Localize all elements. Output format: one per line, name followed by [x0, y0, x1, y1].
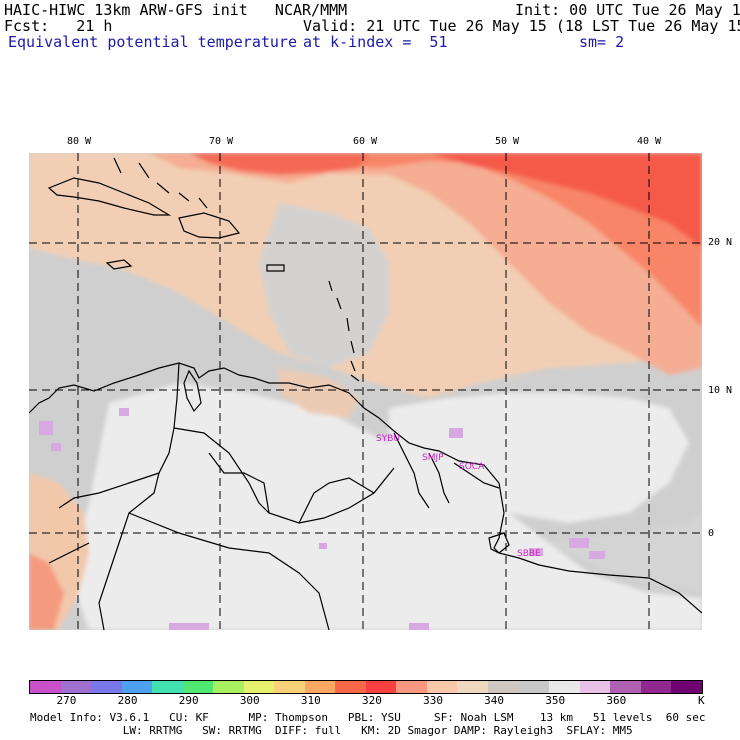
colorbar-swatch	[549, 681, 580, 693]
field-red	[429, 153, 702, 248]
colorbar-tick-label: 300	[239, 694, 260, 707]
model-info-line2: LW: RRTMG SW: RRTMG DIFF: full KM: 2D Sm…	[30, 724, 633, 737]
colorbar-swatch	[671, 681, 702, 693]
lat-label-10n: 10 N	[708, 385, 733, 396]
theta-e-map: SYBU SMJP SOCA SBBE	[29, 153, 702, 630]
colorbar-swatch	[457, 681, 488, 693]
field-orange	[189, 153, 702, 328]
field-orange-pacific	[29, 553, 64, 630]
colorbar-swatch	[365, 681, 397, 693]
colorbar-unit: K	[698, 694, 705, 707]
colorbar-tick-label: 290	[178, 694, 199, 707]
colorbar-swatch	[213, 681, 244, 693]
station-label: SOCA	[459, 462, 485, 472]
field-gray-west	[29, 248, 269, 388]
colorbar-tick-label: 310	[300, 694, 321, 707]
colorbar-tick-label: 280	[117, 694, 138, 707]
colorbar-swatch	[243, 681, 275, 693]
colorbar-swatch	[182, 681, 214, 693]
colorbar-tick-label: 270	[56, 694, 77, 707]
lon-label-50w: 50 W	[495, 136, 520, 147]
lon-label-80w: 80 W	[67, 136, 92, 147]
colorbar-swatch	[518, 681, 550, 693]
colorbar-swatch	[274, 681, 305, 693]
valid-time: Valid: 21 UTC Tue 26 May 15 (18 LST Tue …	[303, 17, 740, 35]
lon-label-40w: 40 W	[637, 136, 662, 147]
field-gray-central	[259, 203, 389, 368]
colorbar-swatch	[91, 681, 122, 693]
lat-lon-grid	[29, 153, 702, 630]
colorbar-tick-label: 360	[606, 694, 627, 707]
colorbar-swatch	[60, 681, 92, 693]
colorbar-swatch	[30, 681, 61, 693]
colorbar-tick-label: 350	[545, 694, 566, 707]
colorbar-swatch	[487, 681, 519, 693]
station-label: SYBU	[376, 434, 400, 444]
model-info-line1: Model Info: V3.6.1 CU: KF MP: Thompson P…	[30, 711, 706, 724]
model-title: HAIC-HIWC 13km ARW-GFS init NCAR/MMM	[4, 1, 348, 19]
forecast-hour: Fcst: 21 h	[4, 17, 113, 35]
field-gray-east	[549, 513, 702, 593]
field-lavender-patches	[39, 408, 605, 630]
coastlines	[29, 157, 702, 630]
station-label: SBBE	[517, 549, 541, 559]
colorbar-tick-label: 340	[484, 694, 505, 707]
colorbar-swatch	[579, 681, 611, 693]
lon-label-70w: 70 W	[209, 136, 234, 147]
colorbar-swatch	[640, 681, 672, 693]
lon-label-60w: 60 W	[353, 136, 378, 147]
colorbar-swatch	[426, 681, 458, 693]
field-name: Equivalent potential temperature	[8, 33, 297, 51]
colorbar-tick-label: 330	[423, 694, 443, 707]
station-label: SMJP	[422, 453, 444, 463]
init-time: Init: 00 UTC Tue 26 May 15	[515, 1, 740, 19]
colorbar-swatch	[152, 681, 183, 693]
colorbar-swatch	[304, 681, 336, 693]
field-red-west	[189, 153, 369, 175]
colorbar-swatch	[121, 681, 153, 693]
colorbar	[29, 680, 703, 694]
field-peach-caribbean	[279, 368, 359, 418]
lat-label-0: 0	[708, 528, 715, 539]
colorbar-swatch	[396, 681, 427, 693]
smoothing: sm= 2	[579, 33, 625, 51]
lat-label-20n: 20 N	[708, 237, 733, 248]
field-lightgray-amazon	[69, 383, 702, 630]
level-index: at k-index = 51	[303, 33, 448, 51]
field-salmon	[149, 153, 702, 375]
colorbar-tick-label: 320	[362, 694, 382, 707]
colorbar-swatch	[610, 681, 641, 693]
colorbar-swatch	[335, 681, 366, 693]
